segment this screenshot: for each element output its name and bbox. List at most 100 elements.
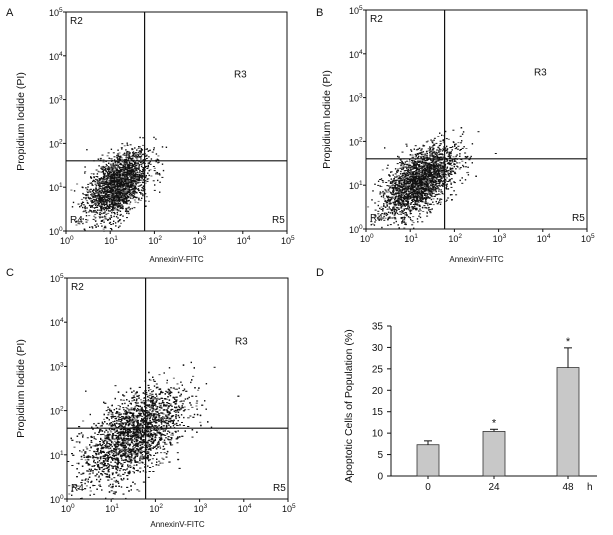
event-point (427, 196, 429, 198)
event-point (407, 200, 410, 203)
event-point (122, 172, 125, 174)
event-point (410, 188, 413, 190)
event-point (101, 196, 104, 199)
event-point (449, 180, 451, 182)
event-point (86, 149, 88, 151)
event-point (134, 147, 136, 149)
event-point (394, 176, 396, 178)
event-point (117, 210, 120, 212)
event-point (118, 173, 121, 175)
event-point (118, 198, 121, 201)
event-point (120, 199, 122, 201)
event-point (392, 202, 395, 204)
event-point (430, 198, 433, 201)
event-point (397, 186, 399, 188)
event-point (138, 197, 140, 199)
event-point (116, 209, 119, 211)
event-point (422, 144, 424, 147)
event-point (390, 209, 392, 211)
event-point (409, 174, 412, 176)
event-point (102, 178, 105, 180)
event-point (427, 197, 430, 199)
event-point (107, 174, 110, 176)
event-point (123, 220, 125, 222)
event-point (103, 203, 106, 205)
event-point (423, 171, 426, 173)
event-point (433, 195, 436, 197)
event-point (440, 162, 442, 164)
event-point (126, 144, 129, 146)
event-point (122, 165, 125, 167)
event-point (121, 185, 123, 188)
event-point (400, 191, 402, 193)
event-point (145, 165, 147, 168)
event-point (138, 160, 140, 163)
event-point (405, 180, 408, 182)
event-point (421, 153, 423, 156)
event-point (113, 212, 116, 213)
event-point (110, 184, 112, 186)
event-point (430, 147, 433, 148)
event-point (398, 227, 400, 229)
event-point (410, 174, 413, 176)
event-point (434, 173, 436, 176)
event-point (129, 189, 132, 191)
event-point (105, 163, 108, 166)
event-point (117, 203, 120, 205)
event-point (374, 202, 377, 204)
event-point (422, 169, 425, 171)
event-point (105, 207, 108, 209)
event-point (413, 193, 415, 195)
event-point (413, 194, 416, 196)
event-point (403, 186, 406, 188)
event-point (83, 197, 85, 199)
event-point (404, 183, 407, 185)
event-point (95, 185, 97, 187)
event-point (394, 182, 397, 184)
event-point (424, 155, 426, 157)
y-tick-label: 101 (349, 180, 363, 191)
event-point (93, 204, 96, 206)
event-point (101, 212, 103, 215)
event-point (130, 175, 132, 177)
event-point (111, 179, 114, 181)
event-point (142, 188, 145, 190)
event-point (440, 191, 443, 193)
event-point (414, 199, 416, 202)
event-point (102, 207, 105, 209)
event-point (138, 165, 141, 167)
event-point (382, 190, 384, 193)
event-point (392, 206, 395, 208)
event-point (95, 226, 97, 228)
event-point (387, 180, 390, 182)
event-point (399, 185, 402, 187)
x-tick-label: 104 (537, 233, 551, 244)
event-point (415, 176, 418, 178)
event-point (102, 216, 104, 218)
event-point (133, 178, 136, 180)
event-point (122, 168, 125, 171)
event-point (438, 145, 441, 146)
event-point (393, 207, 395, 209)
event-point (384, 188, 387, 190)
event-point (425, 188, 428, 190)
event-point (436, 193, 439, 195)
event-point (438, 181, 441, 183)
event-point (423, 156, 425, 158)
event-point (394, 211, 397, 213)
event-point (128, 165, 130, 167)
event-point (441, 150, 444, 152)
event-point (419, 175, 422, 177)
event-point (144, 200, 147, 202)
event-point (107, 198, 110, 199)
event-point (432, 155, 434, 158)
event-point (147, 178, 150, 180)
event-point (93, 200, 96, 202)
event-point (419, 152, 422, 154)
event-point (117, 206, 120, 208)
event-point (114, 207, 117, 208)
event-point (441, 165, 444, 167)
event-point (388, 199, 391, 201)
event-point (114, 195, 117, 197)
event-point (120, 197, 123, 199)
